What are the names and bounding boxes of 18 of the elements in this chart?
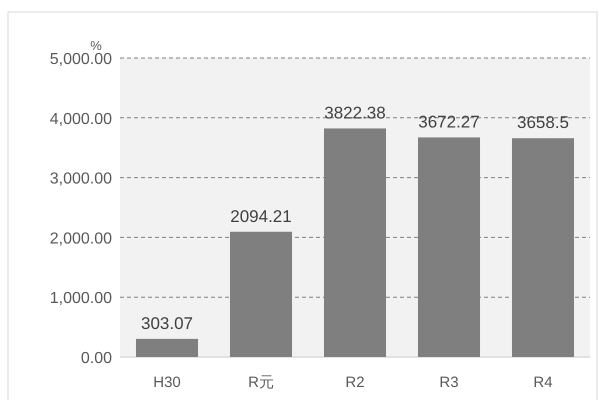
bar	[136, 338, 198, 357]
y-tick-label: 1,000.00	[50, 290, 112, 308]
data-label: 3822.38	[324, 103, 386, 122]
y-tick-label: 0.00	[80, 350, 112, 367]
y-tick-label: 4,000.00	[50, 110, 112, 128]
x-tick-label: H30	[153, 374, 181, 391]
y-tick-label: 3,000.00	[50, 170, 112, 188]
y-tick-label: 2,000.00	[50, 230, 112, 248]
x-tick-label: R元	[248, 374, 274, 391]
x-tick-label: R4	[533, 374, 553, 391]
data-label: 303.07	[141, 314, 193, 333]
x-tick-label: R3	[439, 374, 459, 391]
data-label: 2094.21	[230, 206, 292, 226]
data-label: 3658.5	[517, 113, 569, 132]
x-tick-label: R2	[345, 374, 365, 391]
data-label: 3672.27	[418, 112, 480, 132]
y-tick-label: 5,000.00	[50, 51, 112, 68]
y-axis-title: %	[90, 38, 102, 53]
